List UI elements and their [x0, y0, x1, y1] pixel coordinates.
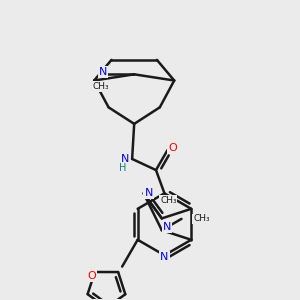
Text: N: N	[144, 188, 153, 198]
Text: N: N	[99, 67, 107, 77]
Text: O: O	[168, 143, 177, 153]
Text: CH₃: CH₃	[193, 214, 210, 224]
Text: N: N	[163, 222, 171, 232]
Text: CH₃: CH₃	[92, 82, 109, 91]
Text: CH₃: CH₃	[160, 196, 177, 205]
Text: O: O	[87, 271, 96, 281]
Text: N: N	[120, 154, 129, 164]
Text: H: H	[119, 163, 127, 173]
Text: N: N	[160, 252, 169, 262]
